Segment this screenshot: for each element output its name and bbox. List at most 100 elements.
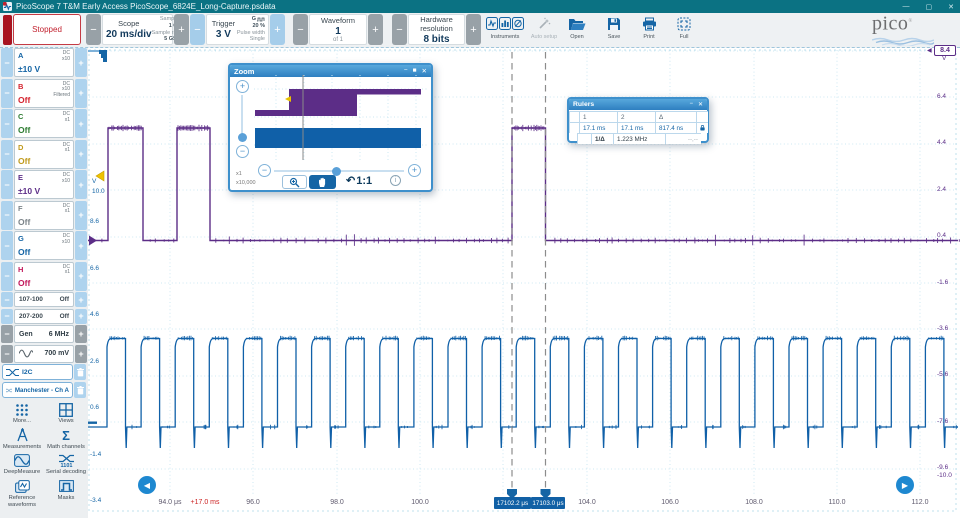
trigger-decrease-button[interactable]: − <box>190 14 205 45</box>
rulers-minimize-button[interactable]: − <box>689 101 693 107</box>
channel-H-decrease-button[interactable]: − <box>1 261 13 291</box>
zoom-window-titlebar[interactable]: Zoom − ■ ✕ <box>230 65 431 77</box>
waveform-canvas[interactable] <box>88 48 960 518</box>
tool-views[interactable]: Views <box>44 402 88 425</box>
generator-frequency-panel[interactable]: Gen 6 MHz <box>14 325 74 343</box>
time-ruler-1-handle[interactable] <box>507 489 517 499</box>
channel-H-increase-button[interactable]: + <box>75 261 87 291</box>
channel-A-increase-button[interactable]: + <box>75 48 87 77</box>
open-button[interactable]: Open <box>560 15 594 45</box>
digital-port-1-panel[interactable]: 107-100 Off <box>14 292 74 307</box>
channel-G-panel[interactable]: G DC x10 Off <box>14 231 74 260</box>
tool-reference-waveforms[interactable]: Reference waveforms <box>0 479 44 508</box>
zoom-in-horizontal-button[interactable]: + <box>408 164 421 177</box>
digital-port-2-decrease-button[interactable]: − <box>1 308 13 324</box>
channel-B-decrease-button[interactable]: − <box>1 78 13 108</box>
channel-E-panel[interactable]: E DC x10 ±10 V <box>14 170 74 199</box>
generator-amplitude-increase-button[interactable]: + <box>75 344 87 363</box>
waveform-panel[interactable]: Waveform 1 of 1 <box>309 14 367 45</box>
tool-more[interactable]: More... <box>0 402 44 425</box>
channel-F-decrease-button[interactable]: − <box>1 200 13 230</box>
channel-e-ground-marker-icon[interactable] <box>89 235 97 246</box>
tool-masks[interactable]: Masks <box>44 479 88 508</box>
timebase-increase-button[interactable]: + <box>174 14 189 45</box>
zoom-in-vertical-button[interactable]: + <box>236 80 249 93</box>
zoom-reset-button[interactable]: ↶ 1:1 <box>346 174 373 188</box>
zoom-close-button[interactable]: ✕ <box>421 68 427 75</box>
channel-C-panel[interactable]: C DC x1 Off <box>14 109 74 138</box>
waveform-prev-button[interactable]: − <box>293 14 308 45</box>
zoom-restore-button[interactable]: ■ <box>412 67 417 74</box>
channel-D-panel[interactable]: D DC x1 Off <box>14 139 74 169</box>
decoder-1-panel[interactable]: I2C <box>2 364 73 380</box>
zoom-tool-button[interactable] <box>282 175 307 189</box>
digital-port-2-panel[interactable]: 207-200 Off <box>14 308 74 324</box>
zoom-info-button[interactable]: i <box>390 175 401 186</box>
decoder-2-delete-button[interactable] <box>74 382 86 398</box>
rulers-window-titlebar[interactable]: Rulers − ✕ <box>569 99 707 110</box>
digital-port-1-increase-button[interactable]: + <box>75 292 87 307</box>
decoder-1-delete-button[interactable] <box>74 364 86 380</box>
channel-H-panel[interactable]: H DC x1 Off <box>14 261 74 291</box>
tool-measurements[interactable]: Measurements <box>0 428 44 451</box>
channel-E-increase-button[interactable]: + <box>75 170 87 199</box>
channel-C-decrease-button[interactable]: − <box>1 109 13 138</box>
horizontal-zoom-handle[interactable] <box>332 166 341 176</box>
digital-port-2-increase-button[interactable]: + <box>75 308 87 324</box>
zoom-out-horizontal-button[interactable]: − <box>258 164 271 177</box>
channel-D-increase-button[interactable]: + <box>75 139 87 169</box>
run-indicator[interactable] <box>3 15 12 45</box>
channel-F-increase-button[interactable]: + <box>75 200 87 230</box>
close-button[interactable]: ✕ <box>948 3 954 11</box>
trigger-increase-button[interactable]: + <box>270 14 285 45</box>
zoom-minimize-button[interactable]: − <box>403 67 408 74</box>
generator-amplitude-panel[interactable]: 700 mV <box>14 344 74 363</box>
waveform-view[interactable]: V 10.0 8.6 6.6 4.6 2.6 0.6 -1.4 -3.4 V 6.4 4.4 2.4 0.… <box>88 45 960 518</box>
digital-port-1-decrease-button[interactable]: − <box>1 292 13 307</box>
resolution-panel[interactable]: Hardware resolution 8 bits <box>408 14 465 45</box>
rulers-close-button[interactable]: ✕ <box>697 102 703 108</box>
scroll-right-button[interactable]: ▶ <box>896 476 914 494</box>
channel-a-ground-marker-icon[interactable] <box>88 421 97 424</box>
time-ruler-2-handle[interactable] <box>540 489 551 499</box>
pan-tool-button[interactable] <box>309 175 336 189</box>
minimize-button[interactable]: — <box>902 3 910 10</box>
resolution-increase-button[interactable]: + <box>466 14 481 45</box>
zoom-overview-plot[interactable] <box>254 75 427 160</box>
tool-deepmeasure[interactable]: DeepMeasure <box>0 453 44 476</box>
channel-A-panel[interactable]: A DC x10 ±10 V <box>14 48 74 77</box>
channel-F-panel[interactable]: F DC x1 Off <box>14 200 74 230</box>
generator-amplitude-decrease-button[interactable]: − <box>1 344 13 363</box>
save-button[interactable]: Save <box>597 15 631 45</box>
timebase-decrease-button[interactable]: − <box>86 14 101 45</box>
channel-A-decrease-button[interactable]: − <box>1 48 13 77</box>
vertical-zoom-handle[interactable] <box>238 133 247 142</box>
stopped-button[interactable]: Stopped <box>13 14 81 45</box>
channel-D-decrease-button[interactable]: − <box>1 139 13 169</box>
print-button[interactable]: Print <box>632 15 666 45</box>
channel-B-increase-button[interactable]: + <box>75 78 87 108</box>
waveform-next-button[interactable]: + <box>368 14 383 45</box>
auto-setup-button[interactable]: Auto setup <box>527 15 561 45</box>
instruments-button[interactable]: Instruments <box>486 15 524 45</box>
scroll-left-button[interactable]: ◀ <box>138 476 156 494</box>
channel-G-decrease-button[interactable]: − <box>1 231 13 260</box>
resolution-decrease-button[interactable]: − <box>392 14 407 45</box>
channel-e-range-badge[interactable]: 8.4 <box>934 45 956 56</box>
zoom-out-vertical-button[interactable]: − <box>236 145 249 158</box>
generator-frequency-decrease-button[interactable]: − <box>1 325 13 343</box>
decoder-2-panel[interactable]: Manchester - Ch A <box>2 382 73 398</box>
trigger-panel[interactable]: Trigger 3 V G 20 % Pulse width Single <box>206 14 269 45</box>
channel-B-panel[interactable]: B DC x10 Filtered Off <box>14 78 74 108</box>
channel-C-increase-button[interactable]: + <box>75 109 87 138</box>
fullscreen-button[interactable]: Full <box>667 15 701 45</box>
maximize-button[interactable]: ▢ <box>925 3 933 11</box>
tool-math-channels[interactable]: Σ Math channels <box>44 428 88 451</box>
tool-serial-decoding[interactable]: 1101 Serial decoding <box>44 453 88 476</box>
channel-G-increase-button[interactable]: + <box>75 231 87 260</box>
generator-frequency-increase-button[interactable]: + <box>75 325 87 343</box>
trigger-marker-icon[interactable] <box>95 170 105 182</box>
channel-E-decrease-button[interactable]: − <box>1 170 13 199</box>
ruler-lock-button[interactable] <box>696 122 708 133</box>
